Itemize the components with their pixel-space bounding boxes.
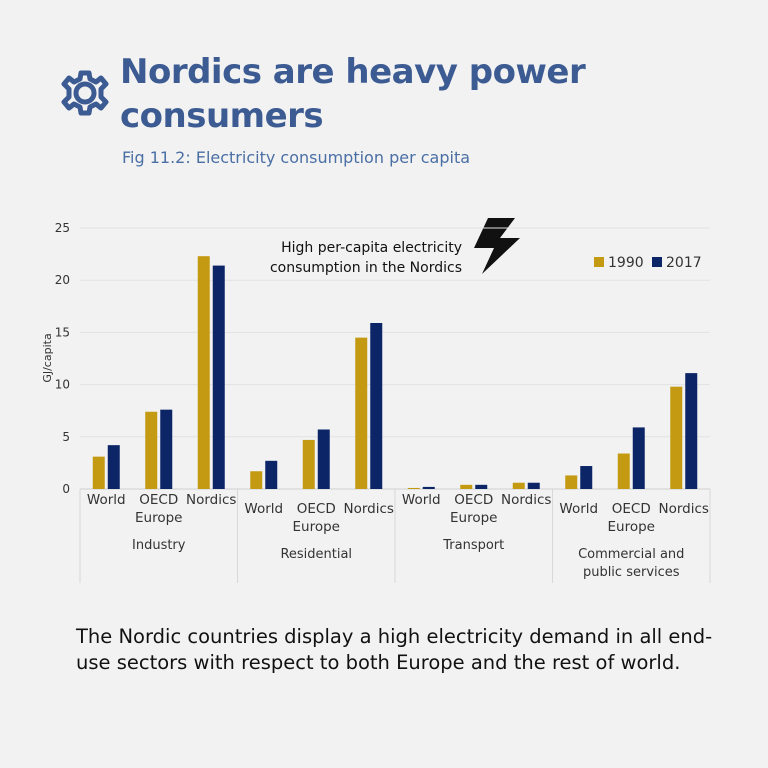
bar (685, 373, 698, 489)
y-tick-label: 25 (55, 221, 70, 235)
bar (407, 487, 420, 489)
bar (670, 386, 683, 489)
x-tick-label: OECD Europe (450, 492, 498, 526)
x-tick-label: OECD Europe (292, 501, 340, 535)
x-tick-label: World (559, 501, 599, 517)
legend-label: 1990 (608, 255, 644, 271)
bar (250, 471, 263, 489)
bar (565, 475, 578, 489)
lightning-icon (474, 218, 520, 274)
bar (512, 482, 525, 489)
x-tick-label: OECD Europe (135, 492, 183, 526)
bar (145, 411, 158, 489)
legend-swatch (594, 257, 604, 267)
x-tick-label: World (244, 501, 284, 517)
body-text: The Nordic countries display a high elec… (76, 625, 713, 674)
annotation: High per-capita electricity consumption … (269, 240, 462, 276)
group-label: Industry (132, 538, 186, 553)
y-tick-label: 0 (62, 482, 70, 496)
bar (212, 265, 225, 489)
bar (370, 323, 383, 489)
subtitle: Fig 11.2: Electricity consumption per ca… (122, 148, 471, 167)
bar (92, 456, 105, 489)
bar (580, 466, 593, 489)
bar (197, 256, 210, 489)
legend-swatch (652, 257, 662, 267)
bar (527, 482, 540, 489)
title: Nordics are heavy power consumers (120, 52, 586, 136)
bar (160, 409, 173, 489)
y-axis-title: GJ/capita (41, 333, 54, 382)
bar (475, 484, 488, 489)
y-tick-label: 5 (62, 430, 70, 444)
bar (632, 427, 645, 489)
x-tick-label: OECD Europe (607, 501, 655, 535)
x-tick-label: Nordics (658, 501, 709, 517)
legend-label: 2017 (666, 255, 702, 271)
bar (617, 453, 630, 489)
group-label: Transport (443, 538, 505, 553)
y-tick-label: 10 (55, 378, 70, 392)
bar (422, 486, 435, 489)
group-label: Residential (280, 547, 353, 562)
bar (317, 429, 330, 489)
bar (355, 337, 368, 489)
gear-icon (61, 70, 109, 116)
x-tick-label: Nordics (343, 501, 394, 517)
bar (265, 460, 278, 489)
y-tick-label: 15 (55, 325, 70, 339)
y-tick-label: 20 (55, 273, 70, 287)
bar (302, 439, 315, 489)
x-tick-label: World (401, 492, 441, 508)
x-tick-label: World (86, 492, 126, 508)
x-tick-label: Nordics (501, 492, 552, 508)
bar (460, 484, 473, 489)
x-tick-label: Nordics (186, 492, 237, 508)
group-label: Commercial and public services (578, 547, 685, 580)
bar (107, 445, 120, 489)
